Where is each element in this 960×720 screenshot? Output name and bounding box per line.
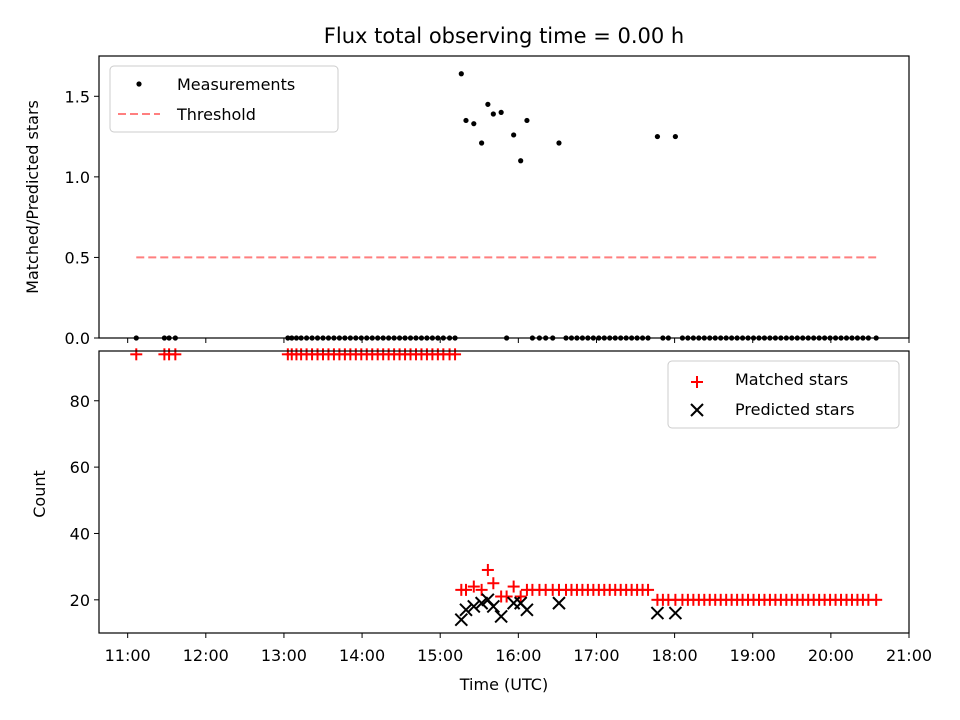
bottom-y-tick-label: 20 [70, 591, 90, 610]
matched-star-point [487, 577, 500, 590]
bottom-legend-box [667, 360, 900, 429]
x-tick-label: 13:00 [261, 646, 307, 665]
bottom-axes-frame [98, 350, 910, 634]
predicted-star-point [520, 603, 534, 617]
measurement-point [518, 158, 524, 164]
predicted-star-point [467, 599, 481, 614]
matched-star-point [870, 593, 883, 606]
predicted-star-point [454, 613, 469, 627]
matched-star-point [475, 583, 488, 596]
predicted-star-stroke-b [474, 596, 489, 610]
matched-star-point [500, 590, 513, 603]
legend-predicted-marker [690, 403, 704, 417]
predicted-star-stroke-b [552, 596, 566, 610]
matched-star-point [130, 348, 143, 361]
legend-threshold-label: Threshold [176, 105, 256, 124]
measurement-point [458, 71, 464, 77]
measurement-point [511, 132, 517, 138]
measurement-point [471, 121, 477, 127]
legend-matched-marker [691, 376, 703, 388]
chart-title: Flux total observing time = 0.00 h [324, 24, 684, 48]
measurement-point [498, 109, 504, 115]
predicted-star-stroke-b [481, 593, 495, 607]
matched-star-point [507, 580, 520, 593]
matched-star-point [481, 563, 494, 576]
top-y-tick-label: 0.5 [65, 248, 90, 267]
predicted-star-stroke-b [494, 609, 508, 624]
x-axis-label: Time (UTC) [459, 675, 548, 694]
bottom-y-axis-label: Count [30, 470, 49, 518]
measurement-point [524, 117, 530, 124]
predicted-star-point [668, 606, 683, 620]
predicted-star-stroke-b [513, 596, 528, 610]
measurement-point [556, 140, 562, 146]
predicted-star-point [650, 606, 665, 620]
legend-predicted-label: Predicted stars [735, 400, 855, 419]
x-tick-label: 17:00 [573, 646, 619, 665]
predicted-star-stroke-b [459, 603, 473, 617]
top-y-tick-label: 0.0 [65, 329, 90, 348]
predicted-star-stroke-b [520, 603, 534, 617]
bottom-plot-area: 20 40 60 80 11:00 12:00 13:00 14:00 15:00 16:00 17… [70, 348, 932, 665]
predicted-star-stroke-b [486, 599, 501, 614]
legend-measurements-label: Measurements [177, 75, 295, 94]
predicted-star-stroke-b [668, 606, 683, 620]
predicted-star-stroke-b [467, 599, 481, 614]
x-tick-label: 15:00 [417, 646, 463, 665]
x-tick-label: 21:00 [886, 646, 932, 665]
measurement-point [479, 140, 485, 146]
top-axes-frame [98, 55, 910, 339]
bottom-y-tick-label: 80 [70, 392, 90, 411]
x-tick-label: 14:00 [339, 646, 385, 665]
x-tick-label: 16:00 [495, 646, 541, 665]
x-tick-label: 18:00 [652, 646, 698, 665]
predicted-star-point [552, 596, 566, 610]
x-tick-label: 20:00 [808, 646, 854, 665]
x-tick-label: 12:00 [183, 646, 229, 665]
bottom-y-tick-label: 60 [70, 458, 90, 477]
predicted-star-point [494, 609, 508, 624]
matched-star-point [449, 348, 462, 361]
top-legend-box [109, 65, 339, 133]
top-plot-area: 0.0 0.5 1.0 1.5 [65, 71, 910, 348]
predicted-star-stroke-b [650, 606, 665, 620]
measurement-point [485, 101, 491, 107]
matched-star-point [642, 583, 655, 596]
top-legend: Measurements Threshold [109, 65, 339, 133]
predicted-star-point [486, 599, 501, 614]
measurement-point [654, 133, 661, 140]
measurement-point [672, 133, 678, 140]
predicted-star-stroke-b [454, 613, 469, 627]
matched-star-point [514, 590, 527, 603]
measurement-point [490, 111, 496, 117]
matched-star-point [459, 583, 472, 596]
x-tick-label: 19:00 [730, 646, 776, 665]
legend-measurements-marker [136, 81, 142, 87]
measurement-point [463, 117, 469, 124]
matched-star-point [467, 580, 480, 593]
top-y-axis-label: Matched/Predicted stars [23, 100, 42, 294]
predicted-star-point [474, 596, 489, 610]
matched-star-point [169, 348, 182, 361]
predicted-star-point [459, 603, 473, 617]
legend-matched-label: Matched stars [735, 370, 848, 389]
bottom-legend: Matched stars Predicted stars [667, 360, 900, 429]
top-y-tick-label: 1.0 [65, 168, 90, 187]
top-y-tick-label: 1.5 [65, 87, 90, 106]
bottom-y-tick-label: 40 [70, 524, 90, 543]
x-tick-label: 11:00 [105, 646, 151, 665]
